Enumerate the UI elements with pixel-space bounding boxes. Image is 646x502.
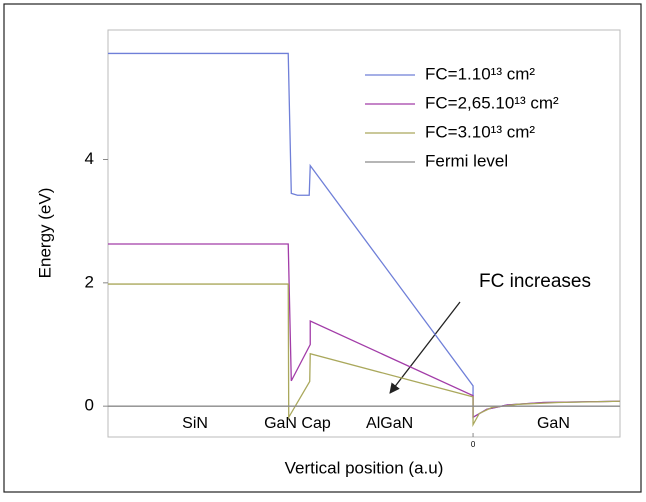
y-tick-label: 2 xyxy=(85,272,94,291)
region-label: AlGaN xyxy=(366,415,413,432)
annotation-arrow xyxy=(389,301,461,394)
frame xyxy=(3,3,642,493)
legend-label: FC=3.10¹³ cm² xyxy=(425,122,535,141)
x-axis-title: Vertical position (a.u) xyxy=(285,458,444,477)
region-label: GaN xyxy=(537,415,570,432)
series-line xyxy=(108,243,621,419)
y-axis-title: Energy (eV) xyxy=(35,188,54,279)
region-label: GaN Cap xyxy=(264,415,331,432)
x-tick-label: 0 xyxy=(471,440,476,449)
plot-area xyxy=(107,29,621,438)
legend-label: FC=1.10¹³ cm² xyxy=(425,64,535,83)
annotation: FC increases xyxy=(479,271,591,292)
y-tick-label: 0 xyxy=(85,396,94,415)
legend-label: Fermi level xyxy=(425,151,508,170)
y-tick-label: 4 xyxy=(85,149,94,168)
series-line xyxy=(108,283,621,428)
legend-label: FC=2,65.10¹³ cm² xyxy=(425,93,559,112)
region-label: SiN xyxy=(182,415,208,432)
